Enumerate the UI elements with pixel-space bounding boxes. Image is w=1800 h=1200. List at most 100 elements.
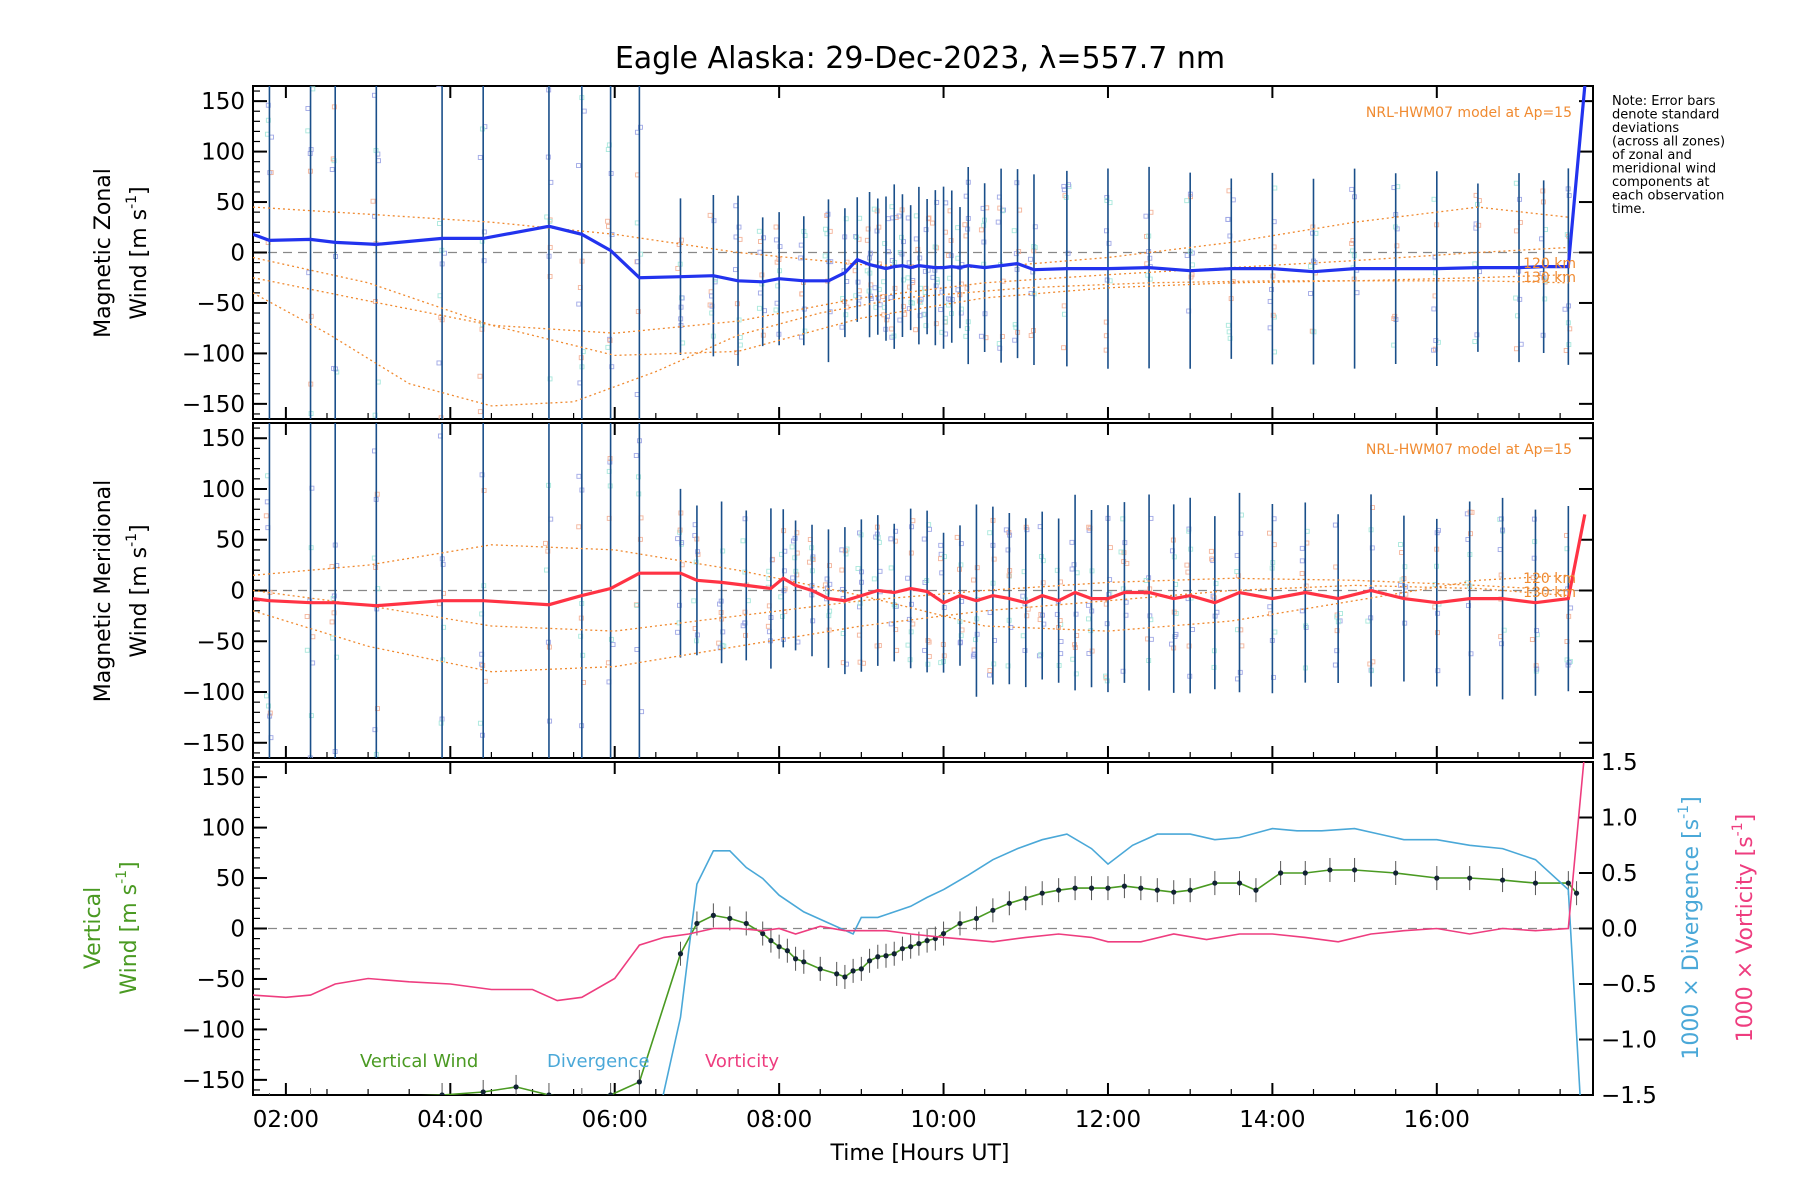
scatter-point	[707, 212, 713, 218]
scatter-point	[308, 780, 312, 784]
scatter-point	[331, 104, 337, 110]
y-tick-label: 50	[216, 528, 245, 554]
vertical-wind-point	[1138, 885, 1144, 891]
scatter-point	[268, 75, 272, 79]
y2-tick-label: 1.0	[1601, 806, 1638, 832]
scatter-point	[436, 86, 442, 87]
scatter-point	[576, 524, 582, 530]
scatter-point	[481, 229, 487, 235]
scatter-point	[438, 415, 444, 419]
model-alt-label: 130 km	[1523, 270, 1576, 286]
scatter-point	[1086, 524, 1092, 530]
vertical-wind-point	[677, 951, 684, 957]
vertical-wind-point	[710, 912, 716, 918]
vertical-wind-point	[1121, 883, 1128, 889]
y-tick-label: 0	[230, 917, 245, 943]
scatter-point	[945, 302, 951, 308]
scatter-point	[581, 108, 587, 114]
scatter-point	[894, 647, 900, 653]
model-curve	[253, 577, 1569, 632]
scatter-point	[1107, 545, 1113, 551]
scatter-point	[973, 637, 978, 643]
scatter-point	[756, 305, 762, 311]
scatter-point	[1226, 188, 1232, 194]
scatter-point	[938, 556, 943, 562]
scatter-point	[329, 564, 335, 569]
zonal-wind-panel: −150 −100 −50 0 50 100 150 NRL-HWM07 model at A…	[182, 75, 1594, 420]
vertical-wind-point	[1006, 900, 1012, 906]
scatter-point	[720, 548, 726, 554]
scatter-point	[1349, 186, 1355, 192]
scatter-point	[880, 294, 886, 300]
scatter-point	[1085, 602, 1091, 608]
scatter-point	[578, 633, 584, 639]
scatter-point	[264, 693, 269, 699]
vertical-ylabel: Vertical Wind [m s-1]	[81, 861, 142, 994]
y-tick-label: 0	[230, 241, 245, 267]
scatter-point	[930, 220, 935, 226]
scatter-point	[871, 206, 877, 212]
vertical-wind-point	[636, 1079, 642, 1085]
scatter-point	[1070, 656, 1076, 662]
scatter-point	[1106, 240, 1112, 246]
scatter-point	[857, 215, 863, 221]
y-tick-label: −100	[182, 341, 245, 367]
scatter-point	[958, 633, 964, 639]
scatter-point	[1272, 185, 1278, 191]
scatter-point	[477, 154, 483, 160]
scatter-point	[877, 568, 883, 574]
scatter-point	[970, 653, 976, 659]
vertical-wind-point	[866, 958, 873, 964]
scatter-point	[437, 221, 442, 226]
vertical-wind-point	[760, 930, 766, 937]
scatter-point	[679, 540, 685, 546]
vertical-wind-point	[1253, 887, 1259, 893]
vertical-wind-point	[1039, 890, 1045, 896]
y2-tick-label: −1.0	[1601, 1028, 1657, 1054]
scatter-point	[1073, 611, 1079, 617]
scatter-point	[737, 342, 743, 348]
scatter-point	[436, 360, 442, 366]
vertical-wind-point	[916, 941, 922, 947]
scatter-point	[777, 244, 783, 250]
scatter-point	[938, 542, 944, 548]
scatter-point	[941, 554, 947, 560]
y-tick-label: 100	[201, 816, 245, 842]
scatter-point	[1227, 335, 1233, 341]
scatter-point	[892, 538, 898, 544]
scatter-point	[1209, 556, 1215, 562]
vertical-wind-point	[768, 938, 774, 944]
svg-text:1000 × Divergence [s-1]: 1000 × Divergence [s-1]	[1676, 796, 1704, 1059]
y-tick-label: −100	[182, 680, 245, 706]
scatter-point	[757, 290, 763, 296]
scatter-point	[921, 536, 927, 542]
scatter-point	[822, 253, 828, 259]
scatter-point	[1299, 558, 1305, 564]
scatter-point	[305, 128, 311, 134]
x-tick-label: 12:00	[1075, 1107, 1141, 1133]
note-line: deviations	[1612, 121, 1679, 136]
model-label: NRL-HWM07 model at Ap=15	[1366, 442, 1572, 458]
scatter-point	[1299, 571, 1305, 577]
scatter-point	[839, 547, 845, 553]
vertical-wind-point	[908, 944, 914, 950]
scatter-point	[971, 647, 977, 653]
scatter-point	[547, 218, 553, 224]
scatter-point	[1040, 558, 1046, 564]
y-tick-label: −150	[182, 392, 245, 418]
meridional-ylabel: Magnetic Meridional Wind [m s-1]	[91, 480, 152, 702]
x-axis-label: Time [Hours UT]	[830, 1141, 1010, 1166]
scatter-point	[871, 576, 877, 582]
scatter-point	[1365, 618, 1371, 624]
scatter-point	[839, 324, 845, 330]
model-curves	[253, 544, 1569, 673]
observation-scatter	[264, 75, 1573, 419]
scatter-point	[608, 636, 614, 642]
vorticity-line	[253, 762, 1585, 1002]
scatter-point	[938, 307, 944, 313]
svg-text:Vertical: Vertical	[81, 887, 106, 969]
scatter-point	[1402, 564, 1408, 570]
svg-text:Wind [m s-1]: Wind [m s-1]	[124, 186, 152, 319]
scatter-point	[899, 234, 904, 240]
